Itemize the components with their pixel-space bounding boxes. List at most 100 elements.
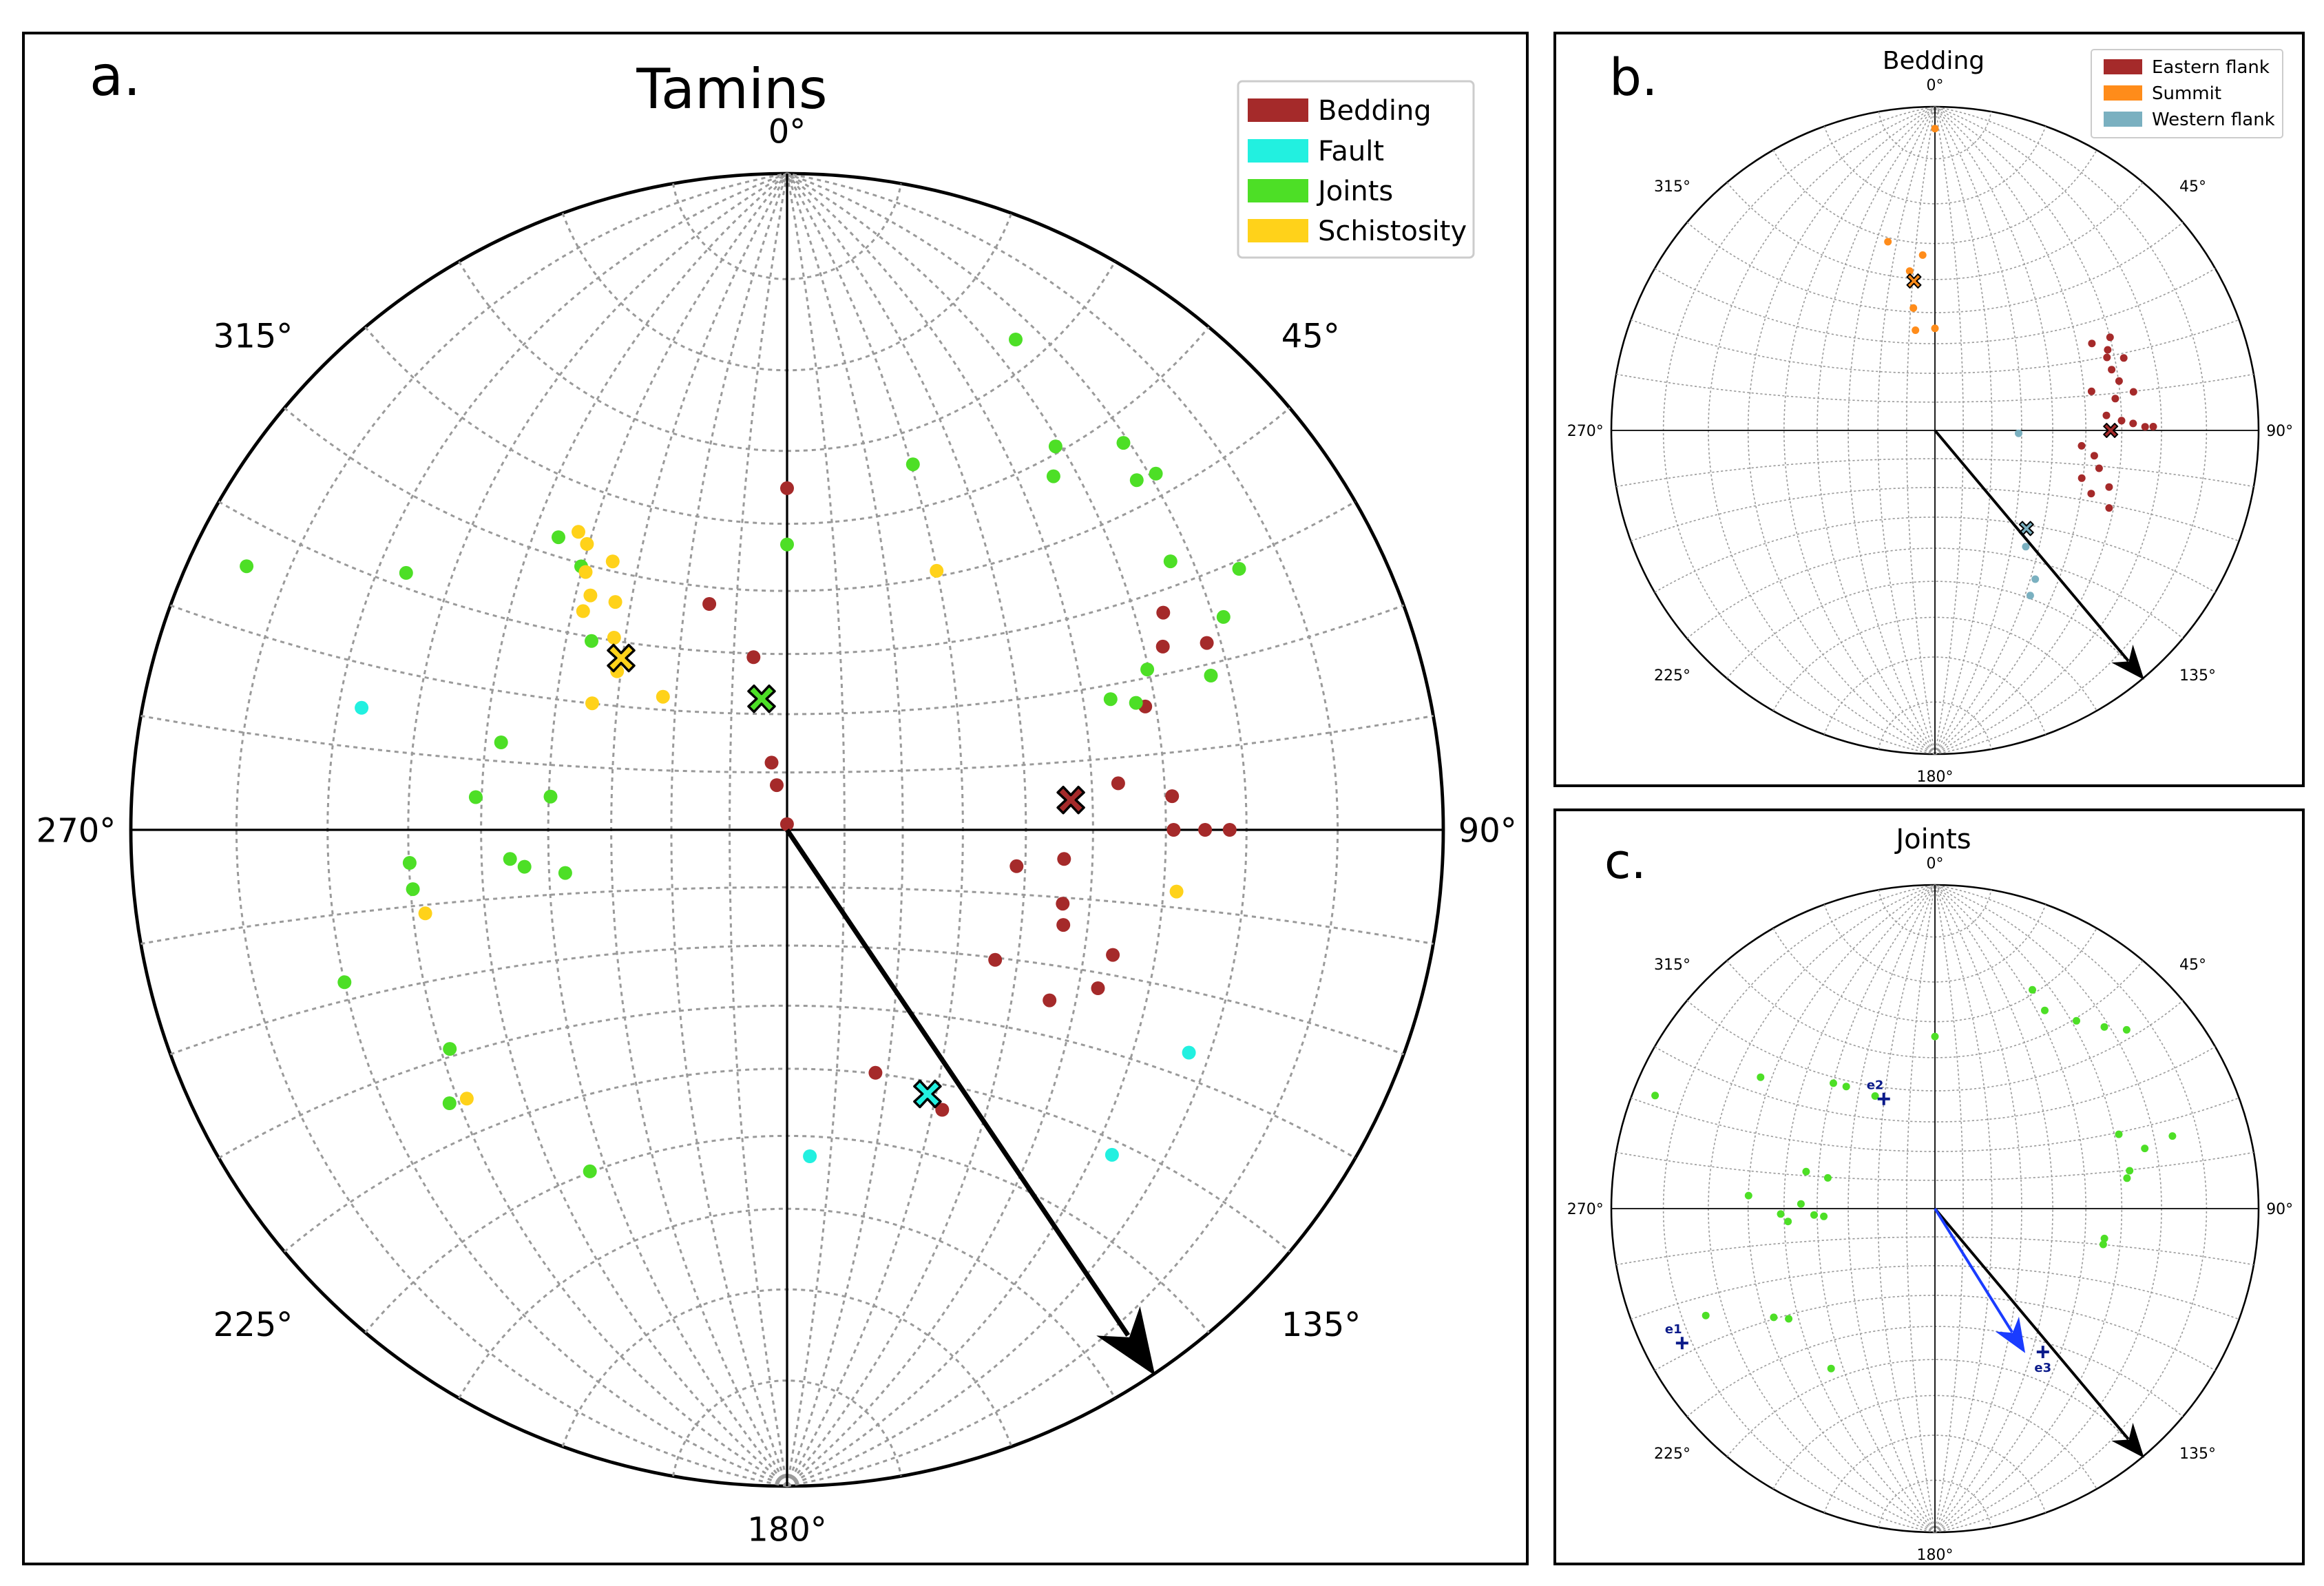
grid-great-circle [235,172,788,1488]
point-eastern-flank [2115,377,2123,385]
grid-small-circle [672,1379,902,1477]
point-bedding [770,778,784,793]
legend-label-bedding: Bedding [1318,95,1432,127]
grid-small-circle [1726,960,2144,1058]
legend-box [1237,80,1475,259]
legend-label-fault: Fault [1318,136,1384,167]
panel-b-frame [1553,32,2305,787]
mean-pole-eastern-flank [2103,423,2119,438]
point-bedding [1009,859,1024,873]
stereonet-grid [1610,105,2260,755]
point-joints [1204,669,1218,682]
point-summit [1912,326,1920,334]
point-bedding [988,952,1003,967]
point-joints [1784,1218,1792,1226]
point-joints [558,866,572,880]
point-bedding [746,650,761,665]
azimuth-label: 180° [747,1510,827,1549]
azimuth-label: 225° [1654,1446,1690,1463]
azimuth-label: 315° [1654,957,1690,974]
point-eastern-flank [2111,395,2119,403]
arrow-black-shaft [1934,429,2130,662]
point-joints [2029,985,2036,994]
point-bedding [702,597,717,611]
point-summit [1909,304,1918,312]
azimuth-label: 225° [1654,667,1690,685]
point-joints [1785,1315,1793,1323]
arrow-black-head [2111,1423,2144,1459]
point-joints [1103,692,1118,707]
point-joints [2141,1145,2149,1153]
point-eastern-flank [2105,483,2113,491]
azimuth-label: 45° [1281,317,1340,356]
point-joints [1116,436,1131,450]
data-points [1884,125,2157,600]
point-joints [468,790,483,804]
point-joints [2123,1174,2131,1182]
point-joints [1140,662,1155,677]
point-fault [1105,1147,1119,1162]
azimuth-label: 90° [1458,811,1517,850]
point-joints [1871,1092,1879,1100]
chart-title: Joints [1894,824,1971,855]
mean-pole-schistosity [607,643,636,673]
point-summit [1905,267,1914,275]
point-joints [1823,1173,1832,1182]
azimuth-labels: 0° 45° 90° 135° 180° 225° 270° 315° [1567,855,2293,1564]
legend-swatch-joints [1248,179,1308,202]
point-joints [1702,1311,1710,1319]
grid-small-circle [1726,182,2144,280]
point-bedding [1056,897,1070,911]
point-joints [2073,1016,2080,1025]
point-bedding [1057,852,1071,866]
grid-small-circle [140,715,1434,774]
point-eastern-flank [2090,452,2098,460]
mean-pole-fault [913,1079,942,1109]
grid-small-circle [672,183,902,280]
panel-label: b. [1609,48,1658,107]
panel-label: a. [90,44,140,108]
azimuth-label: 270° [1567,1201,1604,1218]
point-summit [1931,125,1939,133]
panel-label: c. [1604,833,1646,890]
direction-arrow [785,828,1155,1376]
mean-pole-joints [747,684,776,713]
azimuth-label: 45° [2179,178,2206,196]
point-eastern-flank [2106,333,2114,342]
azimuth-label: 270° [1567,423,1604,440]
point-joints [2168,1132,2177,1140]
point-joints [2122,1025,2131,1034]
point-schistosity [605,554,620,569]
point-joints [503,852,517,866]
point-bedding [764,755,779,770]
azimuth-label: 270° [36,811,116,850]
point-eastern-flank [2088,340,2096,348]
grid-great-circle [1877,884,1936,1533]
grid-small-circle [1726,1359,2144,1457]
eigenvector-label: e3 [2034,1361,2051,1375]
azimuth-label: 180° [1917,1547,1954,1564]
point-schistosity [930,563,944,578]
point-joints [1744,1191,1752,1200]
azimuth-label: 90° [2266,1201,2293,1218]
eigenvector-label: e1 [1665,1322,1682,1337]
point-joints [494,735,508,749]
point-eastern-flank [2095,464,2103,472]
point-schistosity [607,631,621,645]
azimuth-label: 0° [1927,77,1944,94]
eigenvector-label: e2 [1867,1078,1884,1092]
point-schistosity [459,1092,474,1106]
legend-swatch-schistosity [1248,219,1308,242]
point-fault [355,700,369,715]
grid-small-circle [1823,904,2046,983]
azimuth-label: 135° [1281,1306,1361,1344]
panel-a-frame [22,32,1529,1565]
point-eastern-flank [2077,441,2086,450]
point-western-flank [2015,429,2022,437]
arrow-blue-head [1995,1316,2026,1353]
point-schistosity [608,595,622,609]
point-eastern-flank [2077,474,2086,482]
direction-arrow [1934,1207,2144,1459]
point-eastern-flank [2119,354,2128,362]
arrow-black-shaft [785,828,1131,1337]
